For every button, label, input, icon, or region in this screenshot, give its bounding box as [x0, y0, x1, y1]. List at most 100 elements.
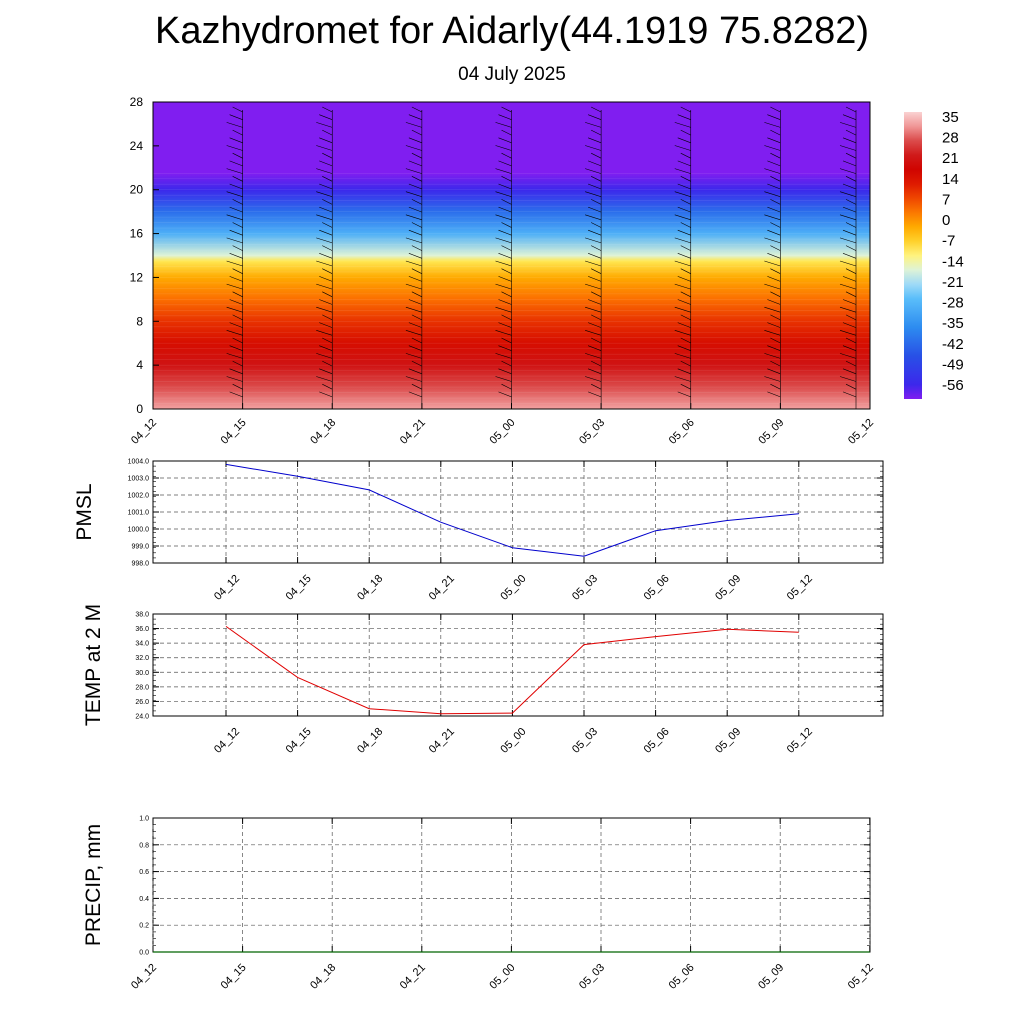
- wind-barb: [316, 353, 333, 359]
- y-tick-label: 4: [136, 358, 143, 372]
- wind-barb: [232, 176, 243, 182]
- wind-barb: [770, 129, 781, 136]
- wind-barb: [770, 176, 781, 182]
- wind-barb: [674, 214, 691, 221]
- wind-barb: [316, 191, 333, 197]
- wind-barb: [405, 353, 422, 359]
- wind-barb: [229, 368, 243, 375]
- y-tick-label: 8: [136, 314, 143, 328]
- x-tick-label: 05_06: [642, 726, 672, 756]
- wind-barb: [498, 183, 512, 190]
- wind-barb: [680, 199, 691, 205]
- wind-barb: [845, 199, 857, 205]
- wind-barb: [842, 391, 857, 398]
- wind-barb: [411, 106, 423, 113]
- wind-barb: [501, 268, 512, 274]
- wind-barb: [316, 330, 333, 336]
- wind-barb: [316, 376, 333, 382]
- wind-barb: [590, 314, 602, 321]
- y-tick-label: 34.0: [135, 641, 149, 648]
- wind-barb: [405, 283, 422, 290]
- wind-barb-column: [674, 106, 692, 409]
- wind-barb: [405, 145, 422, 151]
- wind-barb: [764, 191, 781, 197]
- wind-barb: [767, 299, 781, 305]
- wind-barb: [229, 114, 243, 120]
- wind-barb: [588, 276, 602, 282]
- wind-barb: [501, 129, 512, 136]
- y-tick-label: 12: [130, 270, 144, 284]
- wind-barb: [767, 345, 781, 351]
- wind-barb: [839, 283, 857, 290]
- y-tick-label: 36.0: [135, 626, 149, 633]
- x-tick-label: 04_15: [284, 726, 314, 756]
- x-tick-label: 04_18: [355, 726, 385, 756]
- wind-barb: [680, 176, 691, 182]
- wind-barb: [319, 253, 333, 259]
- wind-barb: [495, 168, 512, 174]
- wind-barb: [411, 291, 423, 298]
- colorbar: 35 28 21 14 7 0 -7 -14 -21 -28 -35 -42 -49 -56: [904, 109, 964, 399]
- wind-barb: [495, 353, 512, 359]
- wind-barb-column: [226, 106, 243, 409]
- wind-barb: [232, 222, 243, 228]
- y-tick-label: 0.0: [139, 950, 149, 957]
- wind-barb: [839, 353, 857, 359]
- wind-barb: [322, 106, 333, 113]
- wind-barb: [770, 383, 781, 390]
- x-tick-label: 05_06: [642, 573, 672, 603]
- wind-barb: [770, 152, 781, 159]
- y-tick-label: 32.0: [135, 655, 149, 662]
- colorbar-label: -42: [942, 336, 964, 353]
- wind-barb: [764, 260, 781, 267]
- wind-barb: [411, 360, 423, 367]
- x-tick-label: 05_09: [713, 573, 743, 603]
- wind-barb: [674, 260, 691, 267]
- wind-barb: [498, 114, 512, 120]
- wind-barb: [498, 137, 512, 144]
- wind-barb: [405, 122, 422, 128]
- wind-barb: [677, 276, 691, 282]
- wind-barb: [316, 122, 333, 128]
- wind-barb: [232, 268, 243, 274]
- wind-barb: [226, 191, 243, 197]
- wind-barb: [408, 206, 422, 213]
- wind-barb: [411, 199, 423, 205]
- wind-barb: [322, 199, 333, 205]
- wind-barb: [764, 145, 781, 151]
- wind-barb: [316, 237, 333, 244]
- profile-panel: 0 4 8 12 16 20 24 28 04_12 04_15 04_18 04_21 05_00 05…: [129, 95, 876, 447]
- y-axis-label: TEMP at 2 M: [82, 604, 105, 726]
- wind-barb: [767, 137, 781, 144]
- wind-barb: [501, 291, 512, 298]
- wind-barb: [585, 168, 602, 174]
- wind-barb-column: [405, 106, 423, 409]
- wind-barb: [674, 237, 691, 244]
- wind-barb: [677, 322, 691, 328]
- colorbar-label: -28: [942, 295, 964, 312]
- wind-barb: [316, 283, 333, 290]
- wind-barb: [316, 145, 333, 151]
- wind-barb: [767, 368, 781, 375]
- wind-barb: [319, 345, 333, 351]
- wind-barb: [845, 106, 857, 113]
- wind-barb: [229, 391, 243, 398]
- wind-barb: [590, 337, 602, 344]
- x-tick-label: 05_03: [577, 417, 607, 447]
- wind-barb: [588, 114, 602, 120]
- y-tick-label: 20: [130, 183, 144, 197]
- x-tick-label: 04_21: [427, 573, 457, 603]
- wind-barb: [767, 206, 781, 213]
- panel-frame: [152, 613, 884, 717]
- wind-barb: [411, 314, 423, 321]
- wind-barb: [842, 183, 857, 190]
- wind-barb: [590, 199, 602, 205]
- wind-barb: [585, 353, 602, 359]
- wind-barb: [408, 322, 422, 328]
- wind-barb: [842, 345, 857, 351]
- wind-barb: [501, 152, 512, 159]
- wind-barb: [319, 183, 333, 190]
- wind-barb: [845, 383, 857, 390]
- wind-barb: [680, 245, 691, 251]
